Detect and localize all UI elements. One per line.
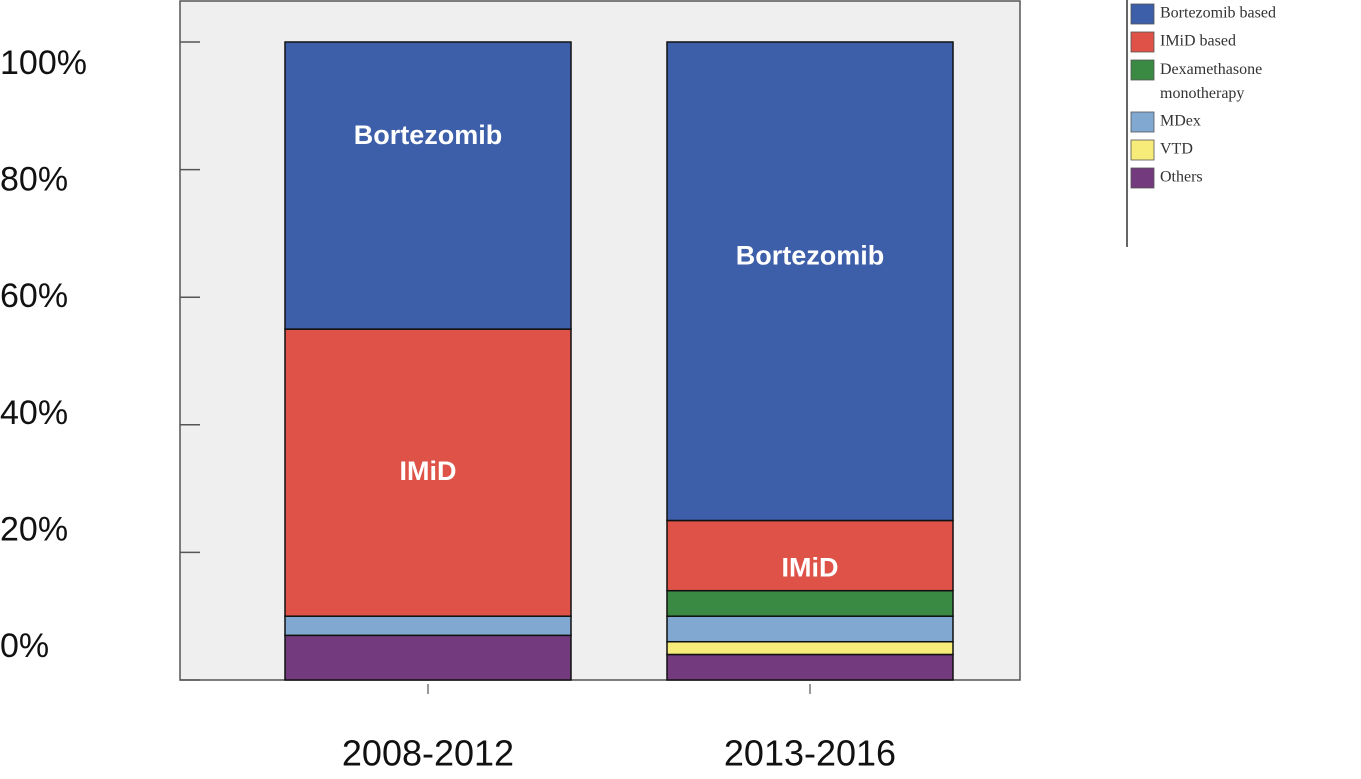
legend-swatch <box>1130 167 1155 189</box>
bar-segment <box>284 634 572 681</box>
y-tick-label: 40% <box>0 394 68 432</box>
legend-label: IMiD based <box>1160 33 1236 50</box>
x-tick-label: 2008-2012 <box>342 733 514 774</box>
y-tick-label: 60% <box>0 277 68 315</box>
y-tick-label: 100% <box>0 44 87 82</box>
bar-segment <box>666 653 954 681</box>
legend-swatch <box>1130 3 1155 25</box>
segment-label: IMiD <box>400 456 457 486</box>
legend-swatch <box>1130 139 1155 161</box>
segment-label: IMiD <box>782 553 839 583</box>
x-tick-label: 2013-2016 <box>724 733 896 774</box>
legend-swatch <box>1130 31 1155 53</box>
bar-segment <box>666 519 954 592</box>
legend-label: VTD <box>1160 141 1193 158</box>
bar-segment <box>666 589 954 617</box>
legend-label: Bortezomib based <box>1160 5 1276 22</box>
legend-swatch <box>1130 59 1155 81</box>
bar-segment <box>284 41 572 330</box>
bar-segment <box>284 615 572 637</box>
segment-label: Bortezomib <box>736 240 885 270</box>
bar-segment <box>666 615 954 643</box>
legend-label: MDex <box>1160 113 1201 130</box>
bar-segment <box>284 328 572 617</box>
segment-label: Bortezomib <box>354 120 503 150</box>
bar-segment <box>666 640 954 656</box>
y-tick-label: 0% <box>0 627 49 665</box>
y-tick-label: 80% <box>0 161 68 199</box>
legend-label: Dexamethasone monotherapy <box>1160 61 1262 102</box>
bar-segment <box>666 41 954 522</box>
legend-swatch <box>1130 111 1155 133</box>
y-tick-label: 20% <box>0 510 68 548</box>
legend-label: Others <box>1160 169 1203 186</box>
